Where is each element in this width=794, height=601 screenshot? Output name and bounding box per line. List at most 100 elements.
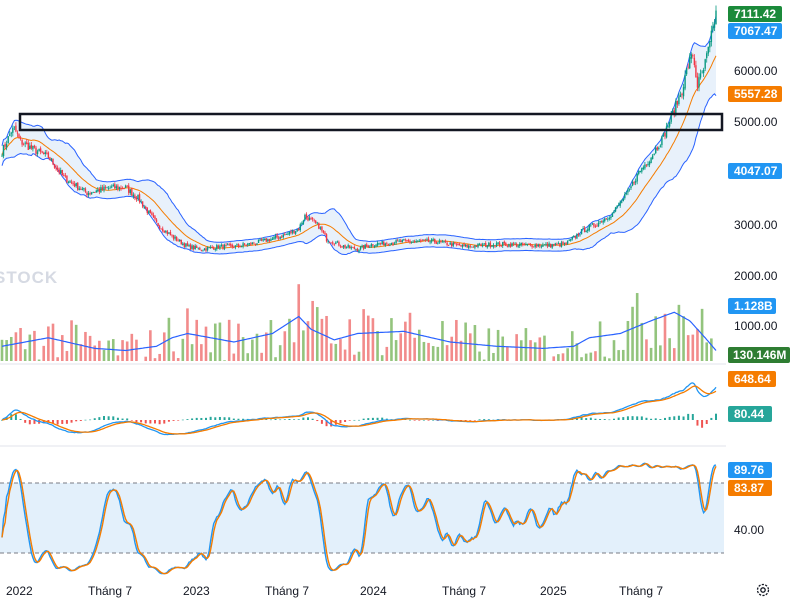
macd-hist-bar [668,416,671,420]
candle [205,246,207,253]
volume-bar [394,340,398,361]
macd-hist-bar [107,416,110,420]
candle [515,242,518,248]
candle [662,132,665,137]
macd-hist-bar [413,420,416,421]
candle [219,244,221,250]
candle [345,246,348,249]
volume-bar [227,319,231,361]
price-axis[interactable]: 6000.00 5000.00 3000.00 2000.00 1000.00 … [734,64,778,537]
volume-bar [311,300,314,361]
candle [4,142,6,149]
candle [333,243,335,247]
candle [216,243,218,251]
candle [525,242,527,246]
candle [32,145,34,152]
volume-bar [116,355,120,361]
candle [579,233,581,237]
macd-hist-bar [330,420,333,427]
candle [94,191,96,193]
candle [676,100,679,108]
candle [262,237,264,242]
candle [270,237,272,242]
resistance-box[interactable] [18,112,724,132]
candle [540,244,543,249]
macd-pane [1,382,717,436]
candle [455,243,458,247]
candle [715,5,717,25]
macd-hist-bar [283,419,286,420]
candle [206,246,209,252]
candle [678,92,680,106]
candle [679,91,682,98]
candle [50,157,53,162]
candle [90,191,93,195]
candle [426,237,428,242]
candle [639,170,641,173]
candle [22,142,25,146]
candle [196,244,198,248]
volume-bar [422,341,426,361]
candle [614,206,617,213]
macd-hist-bar [205,417,207,420]
candle [446,240,448,247]
candle [290,229,292,235]
candle [557,241,560,245]
candle [307,216,309,222]
settings-gear-icon[interactable] [756,583,770,597]
candle [418,239,420,243]
candle [131,187,133,196]
candle [434,238,436,244]
candle [668,121,671,129]
macd-hist-bar [302,417,305,420]
candle [699,69,702,80]
time-label: Tháng 7 [265,584,309,598]
candle [545,242,547,247]
candle [488,241,490,248]
candle [604,217,606,223]
volume-bar [255,333,259,361]
candle [696,72,699,92]
candle [276,233,278,240]
candle [400,238,402,243]
candle [355,248,357,251]
volume-tag [728,347,790,363]
candle [424,238,427,242]
candle [648,160,651,168]
volume-bar [431,346,435,361]
volume-bar [79,344,83,361]
candle [384,242,386,248]
candle [223,243,226,251]
candle [101,184,104,191]
price-pane [1,5,724,256]
macd-hist-bar [631,416,634,420]
time-axis[interactable]: 2022 Tháng 7 2023 Tháng 7 2024 Tháng 7 2… [6,584,663,598]
candle [194,244,196,250]
candle [112,183,114,187]
candle [242,241,244,249]
volume-bar [343,349,347,361]
volume-bar [135,339,138,361]
candle [169,229,172,236]
candle [179,239,181,243]
candle [10,131,12,138]
volume-bar [626,320,630,361]
volume-bar [88,335,92,361]
candle [713,19,716,31]
candle [75,182,77,188]
candle [140,199,142,204]
candle [681,92,683,99]
bb-basis-tag [728,86,782,102]
macd-hist-bar [195,417,198,420]
candle [628,188,631,192]
volume-bar [5,340,8,361]
candle [248,242,250,246]
candle [430,238,433,244]
candle [284,232,286,236]
volume-bar [37,359,41,361]
volume-bar [28,334,32,361]
last-price-value: 7111.42 [734,7,776,21]
time-label: Tháng 7 [88,584,132,598]
candle [452,241,454,247]
